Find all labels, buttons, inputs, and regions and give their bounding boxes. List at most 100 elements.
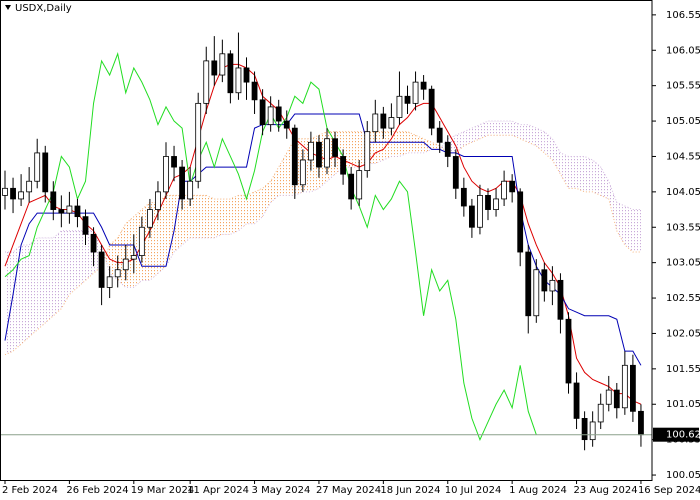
- ichimoku-cloud: [190, 195, 199, 238]
- candle-body: [42, 152, 49, 193]
- ichimoku-cloud: [375, 131, 384, 164]
- ichimoku-cloud: [528, 124, 537, 146]
- x-tick-label: 27 May 2024: [316, 485, 381, 496]
- candle-body: [340, 156, 347, 175]
- ichimoku-cloud: [270, 167, 279, 203]
- plot-frame: [0, 0, 653, 481]
- candle-body: [549, 279, 556, 292]
- y-tick-label: 102.05: [666, 328, 700, 339]
- y-tick-label: 100.05: [666, 470, 700, 481]
- ichimoku-cloud: [552, 138, 561, 175]
- last-price-box: [653, 427, 699, 442]
- candle-body: [477, 194, 483, 228]
- ichimoku-cloud: [383, 131, 392, 160]
- ichimoku-cloud: [512, 121, 521, 139]
- candle-body: [50, 191, 57, 210]
- x-tick-label: 1 Aug 2024: [509, 485, 567, 496]
- cloud-edge: [4, 131, 641, 356]
- ichimoku-cloud: [568, 156, 577, 189]
- candle-body: [372, 113, 379, 133]
- y-tick-label: 104.05: [666, 187, 700, 198]
- ichimoku-cloud: [455, 131, 464, 153]
- x-tick-label: 19 Mar 2024: [131, 485, 194, 496]
- ichimoku-cloud: [29, 237, 38, 337]
- x-tick-label: 10 Jul 2024: [445, 485, 502, 496]
- ichimoku-cloud: [608, 181, 617, 231]
- ichimoku-cloud: [246, 191, 255, 224]
- ichimoku-cloud: [21, 244, 30, 345]
- candle-body: [493, 198, 499, 210]
- ichimoku-cloud: [262, 181, 271, 217]
- candle-body: [155, 191, 161, 210]
- candle-body: [605, 389, 612, 405]
- ichimoku-cloud: [584, 156, 593, 192]
- candle-body: [388, 117, 395, 129]
- candle-body: [26, 180, 33, 193]
- candle-body: [396, 95, 403, 118]
- ichimoku-cloud: [182, 195, 191, 245]
- candle-body: [436, 127, 443, 143]
- menu-triangle[interactable]: [5, 5, 11, 10]
- ichimoku-cloud: [45, 237, 54, 323]
- candle-body: [468, 205, 475, 228]
- cloud-edge: [5, 120, 641, 288]
- candle-body: [404, 95, 411, 104]
- y-tick-label: 102.55: [666, 293, 700, 304]
- candle-body: [138, 226, 145, 256]
- candle-body: [211, 60, 218, 76]
- ichimoku-cloud: [544, 131, 553, 160]
- candle-body: [307, 141, 314, 161]
- ichimoku-cloud: [496, 121, 505, 136]
- ichimoku-cloud: [77, 230, 86, 288]
- ichimoku-cloud: [463, 128, 472, 146]
- candle-body: [171, 156, 177, 168]
- y-tick-label: 106.55: [666, 10, 700, 21]
- y-tick-label: 103.05: [666, 258, 700, 269]
- x-tick-label: 26 Feb 2024: [66, 485, 128, 496]
- candle-body: [541, 269, 548, 292]
- candle-body: [66, 205, 73, 214]
- ichimoku-cloud: [101, 244, 110, 274]
- candle-body: [380, 113, 387, 129]
- candle-body: [98, 251, 105, 288]
- ichimoku-cloud: [214, 198, 223, 238]
- ichimoku-cloud: [125, 216, 134, 288]
- candle-body: [243, 67, 250, 83]
- candle-body: [122, 258, 129, 271]
- candle-body: [58, 209, 65, 214]
- candle-body: [203, 60, 210, 104]
- candle-body: [597, 403, 604, 423]
- ichimoku-cloud: [13, 244, 22, 352]
- ichimoku-cloud: [624, 206, 633, 253]
- candle-body: [501, 180, 508, 200]
- candle-body: [299, 159, 306, 186]
- y-tick-label: 101.05: [666, 399, 700, 410]
- candle-body: [525, 251, 532, 317]
- y-tick-label: 106.05: [666, 45, 700, 56]
- candle-body: [428, 88, 435, 129]
- ichimoku-cloud: [471, 124, 480, 143]
- indicator-line: [4, 63, 642, 405]
- x-tick-label: 2 Feb 2024: [2, 485, 58, 496]
- ichimoku-cloud: [174, 195, 183, 253]
- candle-body: [227, 53, 234, 94]
- ichimoku-cloud: [560, 152, 569, 189]
- candle-body: [130, 255, 137, 260]
- y-tick-label: 104.55: [666, 151, 700, 162]
- ichimoku-cloud: [206, 195, 215, 238]
- candle-body: [82, 216, 89, 235]
- candle-body: [332, 138, 338, 157]
- ichimoku-cloud: [399, 131, 408, 157]
- y-tick-label: 103.55: [666, 222, 700, 233]
- candle-body: [316, 141, 322, 168]
- candle-body: [34, 152, 41, 182]
- ichimoku-cloud: [37, 237, 46, 330]
- candle-body: [267, 106, 274, 126]
- candle-body: [613, 389, 620, 409]
- ichimoku-cloud: [536, 128, 545, 153]
- candle-body: [187, 180, 194, 200]
- ichimoku-cloud: [61, 230, 70, 309]
- candle-body: [621, 364, 628, 409]
- candle-body: [356, 170, 363, 200]
